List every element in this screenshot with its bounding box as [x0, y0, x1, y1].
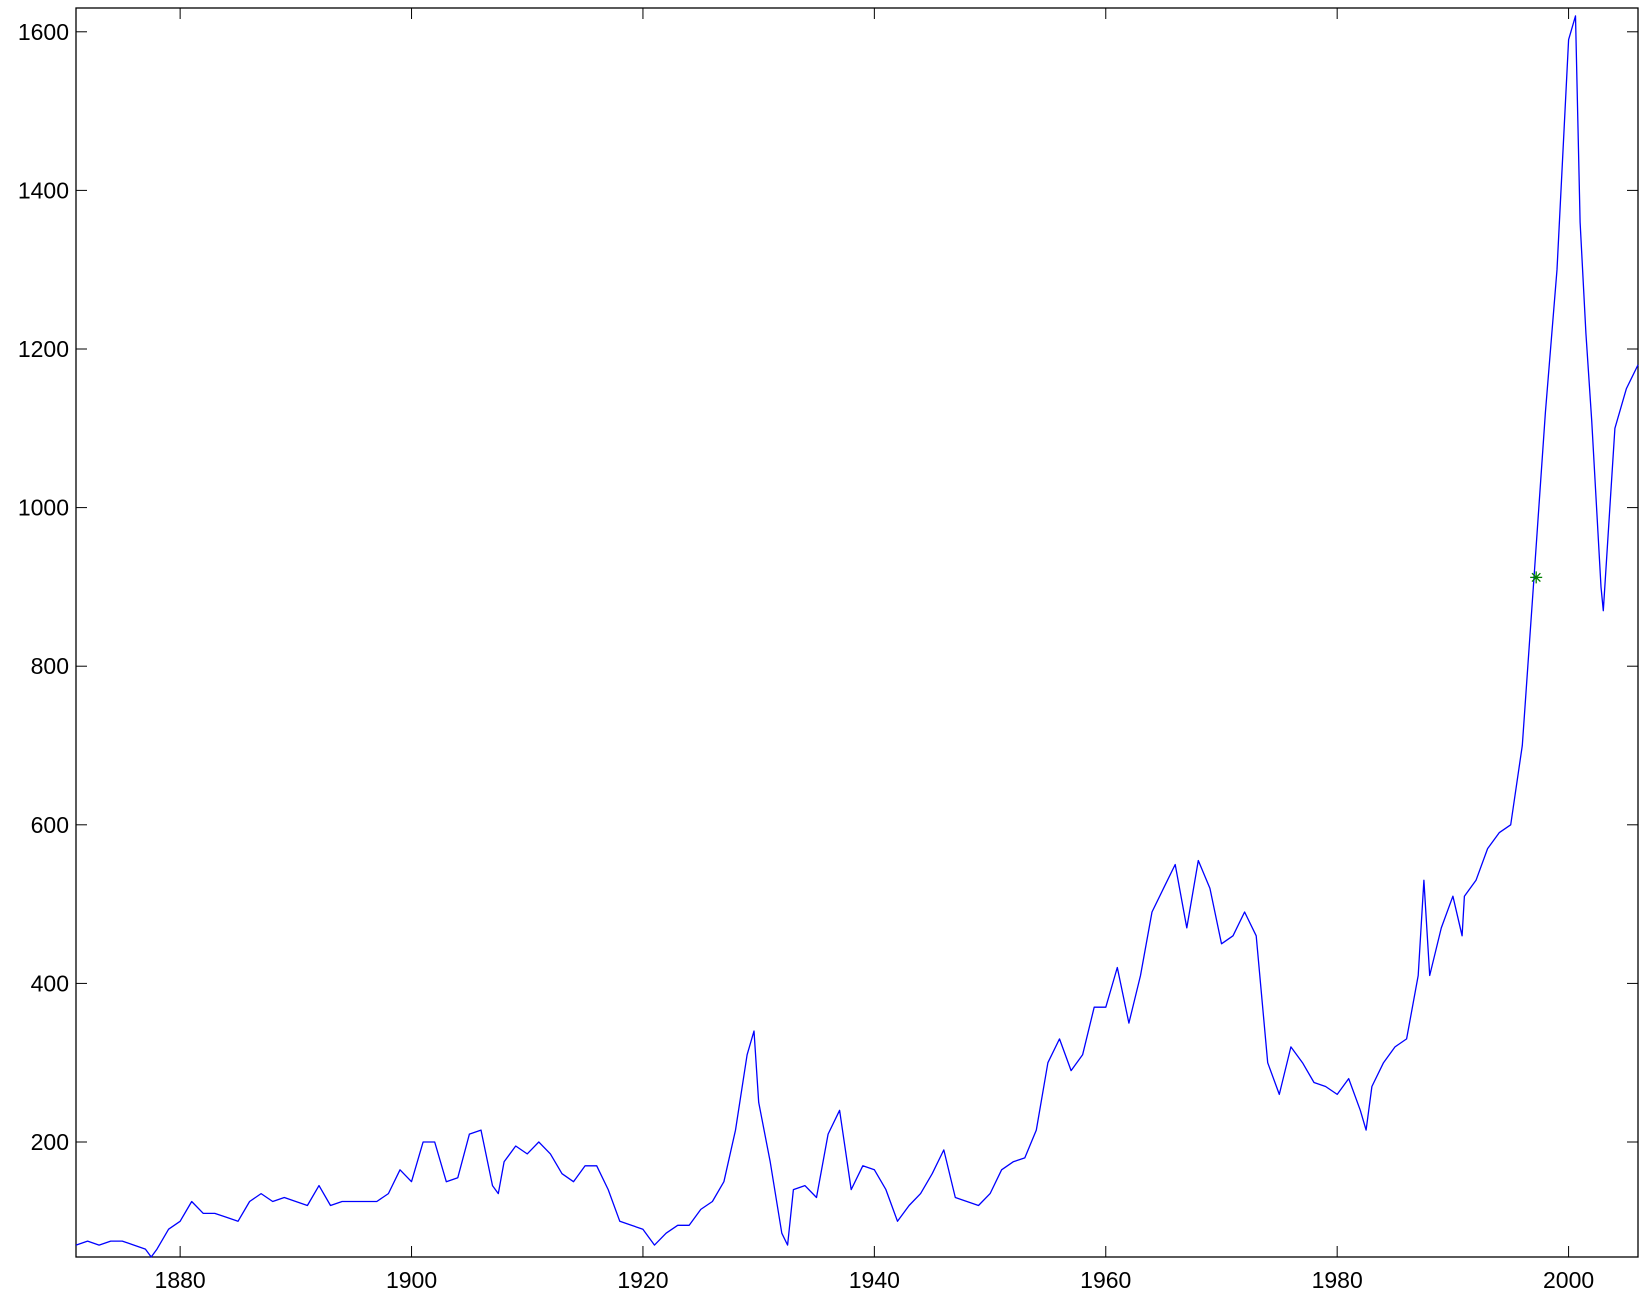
- y-tick-label: 200: [31, 1129, 69, 1155]
- y-tick-label: 600: [31, 812, 69, 838]
- marker-stroke: [1531, 572, 1541, 583]
- series-layer: [75, 15, 1639, 1258]
- y-tick-label: 800: [31, 653, 69, 679]
- axis-ticks: [76, 8, 1638, 1257]
- plot-frame: [75, 7, 1639, 1258]
- asterisk-marker: [1530, 571, 1543, 584]
- price-series-line: [75, 15, 1639, 1258]
- marker-layer: [1530, 571, 1543, 584]
- x-tick-label: 1880: [155, 1267, 206, 1293]
- x-tick-label: 1900: [386, 1267, 437, 1293]
- x-tick-label: 1920: [617, 1267, 668, 1293]
- x-tick-label: 2000: [1543, 1267, 1594, 1293]
- axis-tick-labels: 1880 1900 1920 1940 1960 1980 2000 200 400 600 800…: [18, 19, 1594, 1293]
- y-tick-label: 1400: [18, 177, 69, 203]
- plot-area: 1880 1900 1920 1940 1960 1980 2000 200 400 600 800…: [18, 7, 1639, 1293]
- x-tick-label: 1960: [1080, 1267, 1131, 1293]
- x-tick-label: 1940: [849, 1267, 900, 1293]
- y-tick-label: 1000: [18, 495, 69, 521]
- x-tick-label: 1980: [1312, 1267, 1363, 1293]
- y-tick-label: 400: [31, 970, 69, 996]
- y-tick-label: 1200: [18, 336, 69, 362]
- y-tick-label: 1600: [18, 19, 69, 45]
